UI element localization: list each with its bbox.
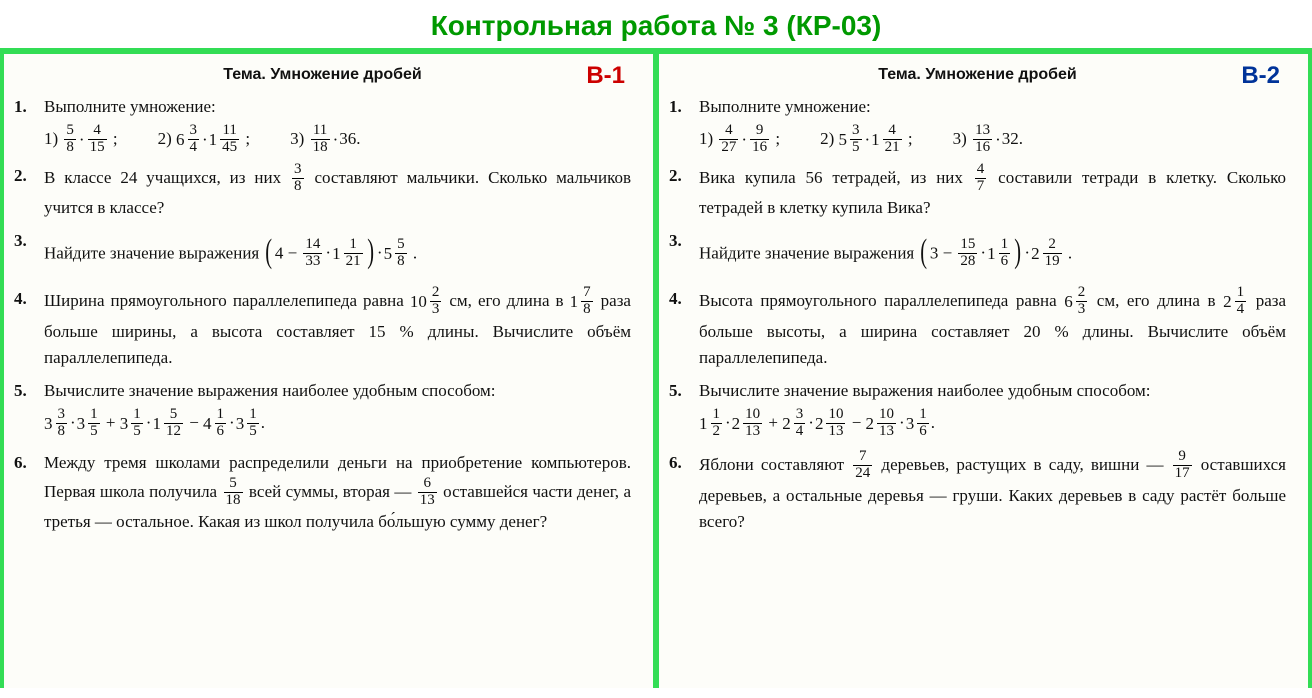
variant-2-topic: Тема. Умножение дробей	[669, 66, 1286, 84]
subpart: 2) 634·11145 ;	[158, 124, 251, 157]
problem-body: Выполните умножение: 1) 427·916 ; 2) 535·1…	[699, 94, 1286, 157]
variant-2-badge: В-2	[1241, 62, 1280, 90]
problem: 6.Яблони составляют 724 деревьев, растущ…	[669, 450, 1286, 535]
topic-text: Умножение дробей	[270, 66, 421, 83]
problem: 4.Высота прямоугольного параллелепипеда …	[669, 286, 1286, 371]
subpart: 2) 535·1421 ;	[820, 124, 913, 157]
problem-body: Выполните умножение: 1) 58·415 ; 2) 634·11…	[44, 94, 631, 157]
problem-number: 1.	[669, 94, 699, 157]
problem-number: 4.	[14, 286, 44, 371]
problem-number: 3.	[669, 228, 699, 281]
problem: 2.В классе 24 учащихся, из них 38 состав…	[14, 163, 631, 222]
problem-text: Вычислите значение выражения наиболее уд…	[44, 378, 631, 404]
topic-text: Умножение дробей	[925, 66, 1076, 83]
problem-number: 4.	[669, 286, 699, 371]
variant-2-problems: 1.Выполните умножение: 1) 427·916 ; 2) 535…	[669, 94, 1286, 536]
problem-body: Высота прямоугольного параллелепипеда ра…	[699, 286, 1286, 371]
topic-label: Тема.	[223, 66, 266, 83]
problem: 1.Выполните умножение: 1) 427·916 ; 2) 535…	[669, 94, 1286, 157]
problem-text: Вычислите значение выражения наиболее уд…	[699, 378, 1286, 404]
problem: 1.Выполните умножение: 1) 58·415 ; 2) 634·…	[14, 94, 631, 157]
problem-number: 3.	[14, 228, 44, 281]
problem-text: Найдите значение выражения (3 − 1528·116…	[699, 228, 1286, 281]
problem-body: Найдите значение выражения (4 − 1433·112…	[44, 228, 631, 281]
problem: 5.Вычислите значение выражения наиболее …	[669, 378, 1286, 445]
subpart: 3) 1118·36.	[290, 124, 360, 157]
topic-label: Тема.	[878, 66, 921, 83]
problem-text: Вика купила 56 тетрадей, из них 47 соста…	[699, 163, 1286, 222]
problem: 5.Вычислите значение выражения наиболее …	[14, 378, 631, 445]
problem: 2.Вика купила 56 тетрадей, из них 47 сос…	[669, 163, 1286, 222]
problem-number: 5.	[14, 378, 44, 445]
expression-line: 112·21013 + 234·21013 − 21013·316.	[699, 408, 1286, 441]
variant-1-problems: 1.Выполните умножение: 1) 58·415 ; 2) 634·…	[14, 94, 631, 536]
subpart: 1) 58·415 ;	[44, 124, 118, 157]
problem-body: Вычислите значение выражения наиболее уд…	[699, 378, 1286, 445]
subpart: 1) 427·916 ;	[699, 124, 780, 157]
problem-number: 6.	[14, 450, 44, 535]
columns-container: В-1 Тема. Умножение дробей 1.Выполните у…	[0, 48, 1312, 688]
variant-1-topic: Тема. Умножение дробей	[14, 66, 631, 84]
problem-text: Ширина прямоугольного параллелепипеда ра…	[44, 286, 631, 371]
problem-body: Между тремя школами распределили деньги …	[44, 450, 631, 535]
subpart: 3) 1316·32.	[953, 124, 1023, 157]
problem-body: Найдите значение выражения (3 − 1528·116…	[699, 228, 1286, 281]
subparts: 1) 427·916 ; 2) 535·1421 ; 3) 1316·32.	[699, 124, 1286, 157]
problem-number: 2.	[14, 163, 44, 222]
problem-number: 5.	[669, 378, 699, 445]
problem-body: Ширина прямоугольного параллелепипеда ра…	[44, 286, 631, 371]
subparts: 1) 58·415 ; 2) 634·11145 ; 3) 1118·36.	[44, 124, 631, 157]
problem-number: 2.	[669, 163, 699, 222]
problem-number: 1.	[14, 94, 44, 157]
variant-2-column: В-2 Тема. Умножение дробей 1.Выполните у…	[659, 54, 1312, 688]
problem-body: Яблони составляют 724 деревьев, растущих…	[699, 450, 1286, 535]
problem-text: Яблони составляют 724 деревьев, растущих…	[699, 450, 1286, 535]
problem-text: В классе 24 учащихся, из них 38 составля…	[44, 163, 631, 222]
problem: 3.Найдите значение выражения (4 − 1433·1…	[14, 228, 631, 281]
problem-text: Выполните умножение:	[44, 94, 631, 120]
problem: 3.Найдите значение выражения (3 − 1528·1…	[669, 228, 1286, 281]
expression-line: 338·315 + 315·1512 − 416·315.	[44, 408, 631, 441]
problem-body: Вычислите значение выражения наиболее уд…	[44, 378, 631, 445]
page-title: Контрольная работа № 3 (КР-03)	[0, 0, 1312, 48]
problem: 6.Между тремя школами распределили деньг…	[14, 450, 631, 535]
problem-body: В классе 24 учащихся, из них 38 составля…	[44, 163, 631, 222]
problem-body: Вика купила 56 тетрадей, из них 47 соста…	[699, 163, 1286, 222]
problem-text: Высота прямоугольного параллелепипеда ра…	[699, 286, 1286, 371]
problem-text: Найдите значение выражения (4 − 1433·112…	[44, 228, 631, 281]
problem-text: Выполните умножение:	[699, 94, 1286, 120]
problem-number: 6.	[669, 450, 699, 535]
problem: 4.Ширина прямоугольного параллелепипеда …	[14, 286, 631, 371]
problem-text: Между тремя школами распределили деньги …	[44, 450, 631, 535]
variant-1-badge: В-1	[586, 62, 625, 90]
variant-1-column: В-1 Тема. Умножение дробей 1.Выполните у…	[0, 54, 659, 688]
